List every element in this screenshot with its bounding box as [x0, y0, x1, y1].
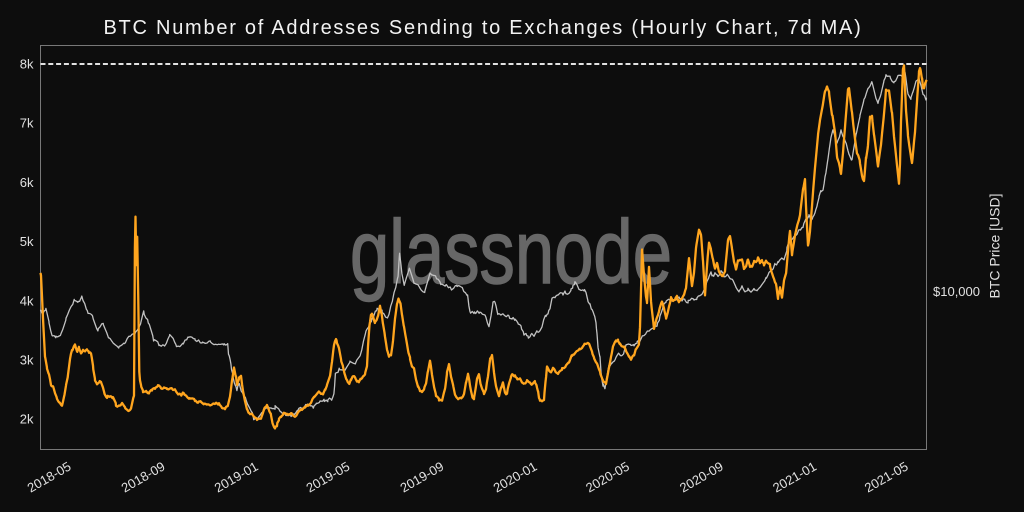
svg-text:4k: 4k [20, 293, 34, 308]
svg-text:$10,000: $10,000 [933, 284, 980, 299]
svg-text:BTC Number of Addresses Sendin: BTC Number of Addresses Sending to Excha… [103, 17, 862, 39]
svg-text:BTC Price [USD]: BTC Price [USD] [987, 193, 1003, 298]
svg-text:3k: 3k [20, 353, 34, 368]
svg-text:6k: 6k [20, 175, 34, 190]
svg-text:5k: 5k [20, 234, 34, 249]
svg-text:7k: 7k [20, 116, 34, 131]
svg-text:glassnode: glassnode [350, 203, 672, 303]
svg-text:8k: 8k [20, 57, 34, 72]
svg-text:2k: 2k [20, 412, 34, 427]
